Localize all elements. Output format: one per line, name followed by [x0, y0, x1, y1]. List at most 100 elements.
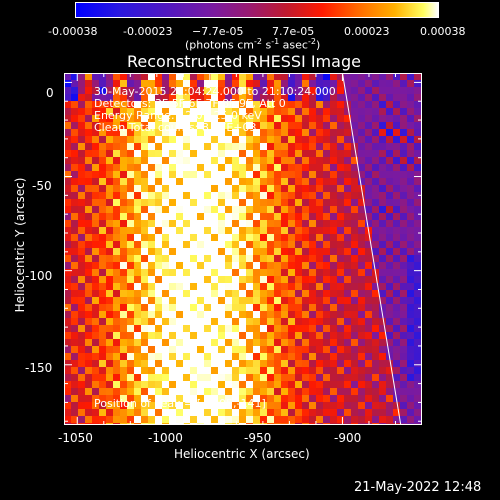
- heatmap-cell: [253, 143, 261, 151]
- heatmap-cell: [365, 150, 373, 158]
- heatmap-cell: [85, 395, 93, 403]
- heatmap-cell: [281, 290, 289, 298]
- heatmap-cell: [176, 304, 184, 312]
- heatmap-cell: [218, 395, 226, 403]
- heatmap-cell: [379, 164, 387, 172]
- heatmap-cell: [400, 94, 408, 102]
- heatmap-cell: [253, 80, 261, 88]
- heatmap-cell: [316, 332, 324, 340]
- heatmap-cell: [246, 164, 254, 172]
- heatmap-cell: [309, 115, 317, 123]
- heatmap-cell: [239, 297, 247, 305]
- heatmap-cell: [316, 94, 324, 102]
- heatmap-cell: [372, 73, 380, 81]
- heatmap-cell: [330, 94, 338, 102]
- heatmap-cell: [78, 157, 86, 165]
- heatmap-cell: [162, 108, 170, 116]
- heatmap-cell: [183, 346, 191, 354]
- heatmap-cell: [295, 94, 303, 102]
- heatmap-cell: [162, 262, 170, 270]
- heatmap-cell: [372, 171, 380, 179]
- heatmap-cell: [148, 94, 156, 102]
- heatmap-cell: [302, 395, 310, 403]
- heatmap-cell: [330, 234, 338, 242]
- heatmap-cell: [176, 206, 184, 214]
- heatmap-cell: [218, 283, 226, 291]
- heatmap-cell: [260, 416, 268, 424]
- annotation-energy: Energy Range: 12.0 - 25.0 keV: [94, 109, 262, 122]
- heatmap-cell: [113, 171, 121, 179]
- heatmap-cell: [64, 171, 72, 179]
- heatmap-cell: [414, 213, 422, 221]
- heatmap-cell: [365, 157, 373, 165]
- heatmap-cell: [64, 388, 72, 396]
- heatmap-cell: [267, 388, 275, 396]
- heatmap-cell: [190, 395, 198, 403]
- heatmap-cell: [274, 318, 282, 326]
- heatmap-cell: [351, 269, 359, 277]
- heatmap-cell: [99, 346, 107, 354]
- heatmap-cell: [134, 115, 142, 123]
- heatmap-cell: [386, 297, 394, 305]
- heatmap-cell: [162, 325, 170, 333]
- heatmap-cell: [323, 276, 331, 284]
- heatmap-cell: [330, 248, 338, 256]
- heatmap-cell: [85, 234, 93, 242]
- heatmap-cell: [148, 122, 156, 130]
- heatmap-cell: [365, 101, 373, 109]
- heatmap-cell: [309, 311, 317, 319]
- heatmap-cell: [183, 255, 191, 263]
- heatmap-cell: [302, 185, 310, 193]
- heatmap-cell: [134, 402, 142, 410]
- heatmap-cell: [372, 297, 380, 305]
- heatmap-cell: [344, 150, 352, 158]
- heatmap-cell: [372, 353, 380, 361]
- heatmap-cell: [190, 262, 198, 270]
- heatmap-cell: [379, 262, 387, 270]
- heatmap-cell: [162, 248, 170, 256]
- heatmap-cell: [358, 157, 366, 165]
- heatmap-cell: [169, 283, 177, 291]
- heatmap-cell: [78, 199, 86, 207]
- heatmap-cell: [120, 213, 128, 221]
- heatmap-cell: [253, 395, 261, 403]
- heatmap-cell: [386, 248, 394, 256]
- heatmap-cell: [218, 409, 226, 417]
- heatmap-cell: [211, 101, 219, 109]
- heatmap-cell: [393, 353, 401, 361]
- heatmap-cell: [246, 339, 254, 347]
- heatmap-cell: [274, 416, 282, 424]
- heatmap-cell: [197, 332, 205, 340]
- heatmap-cell: [337, 311, 345, 319]
- heatmap-cell: [155, 325, 163, 333]
- heatmap-cell: [246, 171, 254, 179]
- heatmap-cell: [309, 136, 317, 144]
- heatmap-cell: [295, 367, 303, 375]
- heatmap-cell: [78, 311, 86, 319]
- heatmap-cell: [99, 388, 107, 396]
- heatmap-cell: [162, 178, 170, 186]
- heatmap-cell: [365, 290, 373, 298]
- heatmap-cell: [106, 234, 114, 242]
- heatmap-cell: [351, 381, 359, 389]
- heatmap-cell: [351, 192, 359, 200]
- heatmap-cell: [78, 388, 86, 396]
- heatmap-cell: [267, 136, 275, 144]
- heatmap-cell: [316, 206, 324, 214]
- heatmap-cell: [393, 255, 401, 263]
- heatmap-cell: [211, 199, 219, 207]
- heatmap-cell: [393, 402, 401, 410]
- heatmap-cell: [148, 115, 156, 123]
- heatmap-cell: [288, 94, 296, 102]
- heatmap-cell: [232, 402, 240, 410]
- heatmap-cell: [176, 87, 184, 95]
- heatmap-cell: [134, 269, 142, 277]
- heatmap-cell: [288, 255, 296, 263]
- heatmap-cell: [316, 157, 324, 165]
- heatmap-cell: [148, 416, 156, 424]
- heatmap-cell: [162, 395, 170, 403]
- heatmap-cell: [316, 346, 324, 354]
- heatmap-cell: [169, 325, 177, 333]
- heatmap-cell: [400, 381, 408, 389]
- heatmap-cell: [148, 311, 156, 319]
